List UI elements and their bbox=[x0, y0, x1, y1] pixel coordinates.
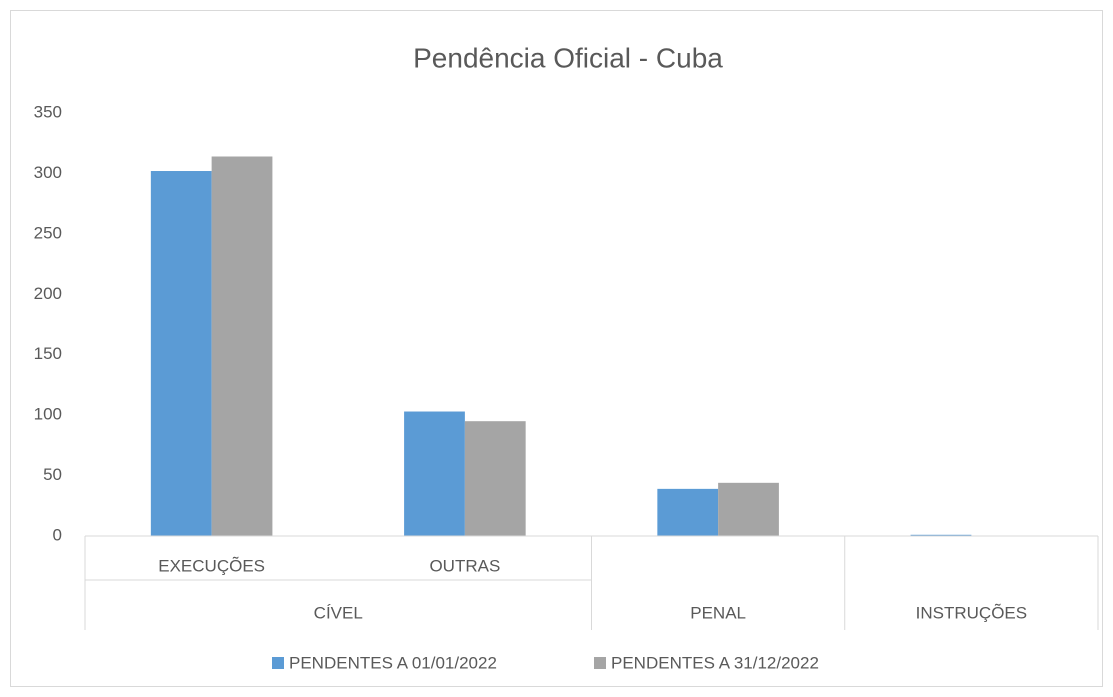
x-tick-label: EXECUÇÕES bbox=[158, 556, 265, 575]
y-tick-label: 150 bbox=[34, 344, 62, 363]
y-tick-label: 300 bbox=[34, 163, 62, 182]
legend-swatch bbox=[272, 657, 284, 669]
group-label: CÍVEL bbox=[314, 603, 363, 622]
legend-label: PENDENTES A 01/01/2022 bbox=[289, 653, 497, 672]
y-tick-label: 350 bbox=[34, 102, 62, 121]
bar bbox=[910, 534, 972, 536]
y-tick-label: 0 bbox=[53, 525, 62, 544]
bar bbox=[211, 156, 273, 536]
bar bbox=[404, 411, 465, 536]
y-tick-label: 100 bbox=[34, 405, 62, 424]
legend-label: PENDENTES A 31/12/2022 bbox=[611, 653, 819, 672]
bar bbox=[150, 171, 212, 537]
x-tick-label: OUTRAS bbox=[429, 556, 500, 575]
bar bbox=[464, 421, 526, 536]
y-tick-label: 50 bbox=[43, 465, 62, 484]
bar bbox=[718, 482, 779, 536]
group-label: INSTRUÇÕES bbox=[916, 603, 1027, 622]
group-label: PENAL bbox=[690, 603, 746, 622]
legend-swatch bbox=[594, 657, 606, 669]
y-tick-label: 200 bbox=[34, 284, 62, 303]
chart-title: Pendência Oficial - Cuba bbox=[413, 42, 723, 73]
bar bbox=[657, 488, 719, 536]
y-tick-label: 250 bbox=[34, 223, 62, 242]
